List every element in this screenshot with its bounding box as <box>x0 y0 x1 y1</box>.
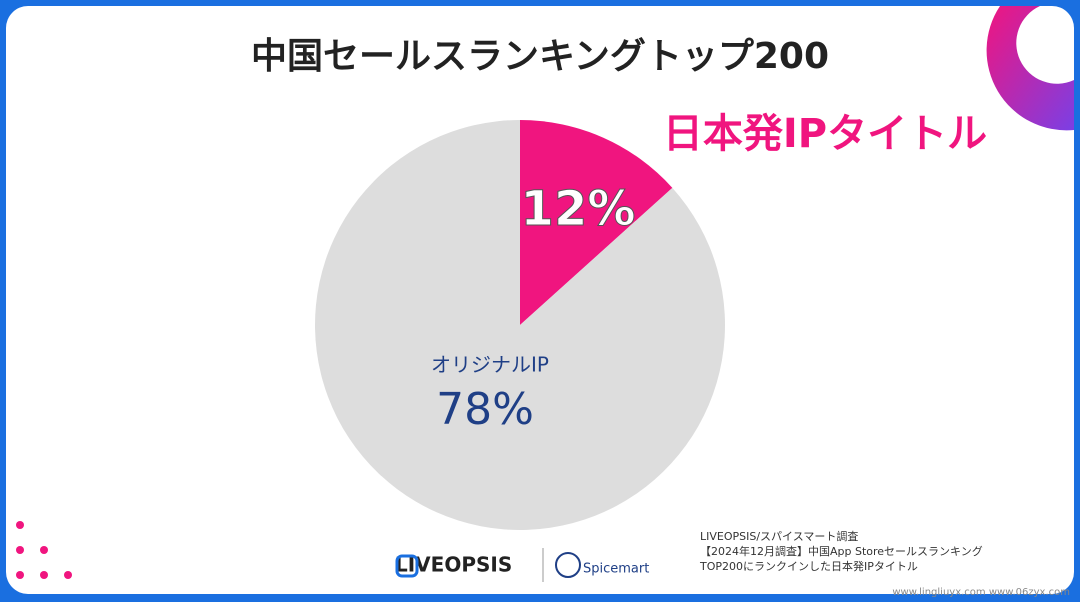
decor-arc <box>986 6 1074 131</box>
value-label: 12% <box>521 181 636 237</box>
source-line: LIVEOPSIS/スパイスマート調査 <box>700 529 858 543</box>
pie-slice <box>520 120 673 325</box>
decor-dots <box>16 521 72 579</box>
watermark: www.lingliuyx.com www.06zyx.com <box>892 587 1070 598</box>
slice-label: オリジナルIP <box>431 353 549 377</box>
logo-icon <box>395 554 419 578</box>
slice-label: 日本発IPタイトル <box>663 111 987 157</box>
source-line: TOP200にランクインした日本発IPタイトル <box>699 559 918 573</box>
logo-globe <box>555 552 581 578</box>
source-line: 【2024年12月調査】中国App Storeセールスランキング <box>700 544 983 558</box>
chart-title: 中国セールスランキングトップ200 <box>251 36 829 77</box>
value-label: 78% <box>436 384 534 435</box>
logo-spicemart: Spicemart <box>583 562 649 577</box>
pie-slice <box>314 120 725 530</box>
